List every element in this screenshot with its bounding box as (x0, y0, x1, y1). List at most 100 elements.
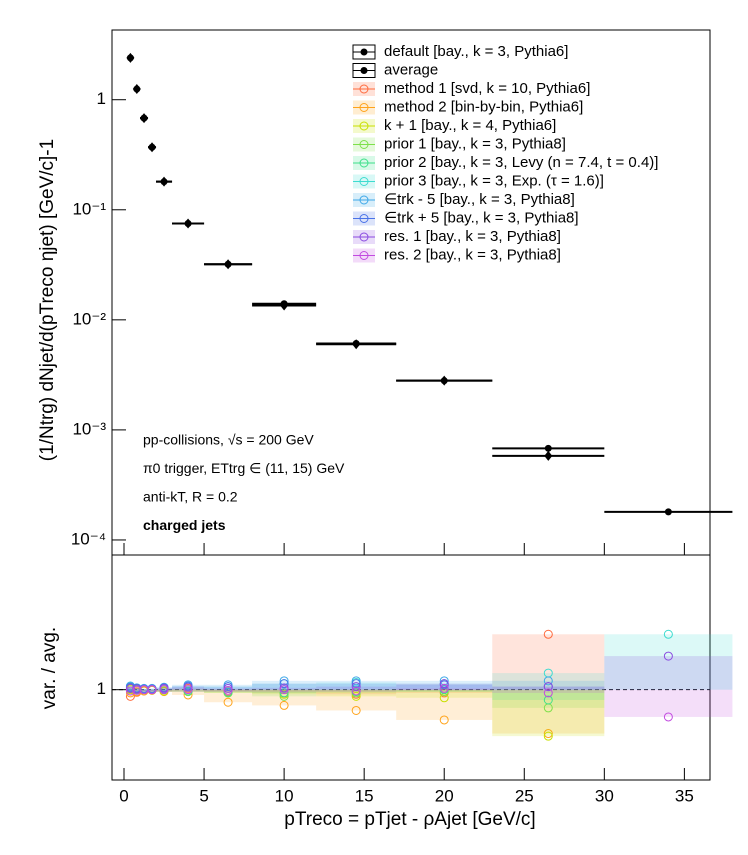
variation-marker (351, 691, 361, 701)
average-marker (160, 178, 168, 186)
y-axis-label: (1/Ntrg) dNjet/d(pTreco ηjet) [GeV/c]-1 (37, 139, 58, 461)
variation-marker (543, 629, 553, 639)
variation-band (252, 689, 317, 706)
annotation: anti-kT, R = 0.2 (143, 489, 238, 505)
variation-marker (279, 679, 289, 689)
y-tick-label: 10⁻¹ (72, 199, 106, 218)
variation-band (156, 688, 173, 691)
average-marker (224, 260, 232, 268)
y-tick-label: 10⁻⁴ (71, 529, 106, 548)
average-marker (148, 143, 156, 151)
legend-label: method 2 [bin-by-bin, Pythia6] (384, 98, 583, 115)
variation-marker (543, 682, 553, 692)
x-tick-label: 5 (199, 786, 208, 805)
legend-label: prior 1 [bay., k = 3, Pythia8] (384, 135, 566, 152)
variation-marker (159, 685, 169, 695)
variation-band (396, 689, 493, 692)
legend-marker (359, 84, 369, 94)
y-tick-label: 10⁻³ (72, 419, 106, 438)
variation-band (252, 689, 317, 693)
variation-band (492, 689, 605, 693)
variation-band (316, 689, 397, 692)
legend-label: k + 1 [bay., k = 4, Pythia6] (384, 117, 556, 134)
variation-band (148, 689, 157, 692)
variation-marker (663, 712, 673, 722)
default-marker (544, 450, 553, 461)
legend-label: default [bay., k = 3, Pythia6] (384, 43, 568, 60)
variation-band (127, 686, 134, 690)
variation-marker (183, 685, 193, 695)
variation-band (492, 689, 605, 708)
variation-marker (543, 688, 553, 698)
average-marker (440, 377, 448, 385)
average-marker (544, 444, 552, 452)
legend-marker (359, 140, 369, 149)
variation-band (140, 689, 149, 692)
variation-band (133, 689, 141, 692)
legend-label: method 1 [svd, k = 10, Pythia6] (384, 80, 590, 97)
legend-marker (359, 103, 369, 112)
legend-marker (359, 121, 369, 131)
variation-band (172, 684, 205, 690)
legend-marker (359, 214, 369, 223)
variation-band (156, 687, 173, 690)
variation-band (133, 689, 141, 693)
variation-band (140, 689, 149, 692)
variation-band (172, 687, 205, 690)
variation-band (396, 689, 493, 693)
variation-band (492, 673, 605, 690)
annotation: π0 trigger, ETtrg ∈ (11, 15) GeV (143, 460, 345, 476)
variation-marker (543, 729, 553, 739)
variation-marker (125, 683, 135, 693)
variation-band (127, 687, 134, 690)
variation-band (204, 686, 253, 690)
variation-marker (279, 685, 289, 695)
variation-band (156, 689, 173, 692)
variation-band (133, 689, 141, 692)
average-marker (664, 508, 672, 516)
x-tick-label: 25 (515, 786, 534, 805)
variation-band (204, 689, 253, 692)
y-tick-label: 1 (97, 679, 106, 698)
variation-band (492, 689, 605, 700)
x-tick-label: 35 (675, 786, 694, 805)
legend-label: prior 3 [bay., k = 3, Exp. (τ = 1.6)] (384, 172, 604, 189)
x-tick-label: 10 (275, 786, 294, 805)
variation-band (127, 688, 134, 691)
variation-band (156, 689, 173, 692)
x-tick-label: 30 (595, 786, 614, 805)
average-marker (280, 300, 288, 308)
variation-band (127, 689, 134, 697)
variation-band (133, 689, 141, 692)
variation-marker (543, 676, 553, 686)
legend-marker (359, 177, 369, 186)
legend-label: prior 2 [bay., k = 3, Levy (n = 7.4, t =… (384, 154, 658, 171)
variation-band (148, 688, 157, 691)
variation-marker (223, 685, 233, 695)
legend-marker (360, 48, 368, 56)
variation-marker (223, 697, 233, 707)
variation-band (604, 634, 733, 690)
variation-band (148, 689, 157, 692)
variation-band (252, 687, 317, 690)
variation-band (133, 689, 141, 692)
annotation: pp-collisions, √s = 200 GeV (143, 432, 314, 448)
variation-band (316, 689, 397, 697)
variation-marker (279, 691, 289, 701)
variation-band (140, 689, 149, 692)
variation-band (396, 689, 493, 720)
x-tick-label: 0 (119, 786, 128, 805)
variation-marker (439, 683, 449, 693)
variation-band (604, 689, 733, 717)
variation-marker (663, 629, 673, 639)
variation-band (148, 689, 157, 692)
variation-band (316, 686, 397, 690)
legend-label: average (384, 61, 438, 78)
variation-band (140, 689, 149, 692)
average-marker (133, 85, 141, 93)
variation-marker (147, 685, 157, 695)
variation-band (148, 689, 157, 692)
variation-band (156, 689, 173, 692)
average-marker (184, 220, 192, 228)
y-tick-label: 1 (97, 89, 106, 108)
